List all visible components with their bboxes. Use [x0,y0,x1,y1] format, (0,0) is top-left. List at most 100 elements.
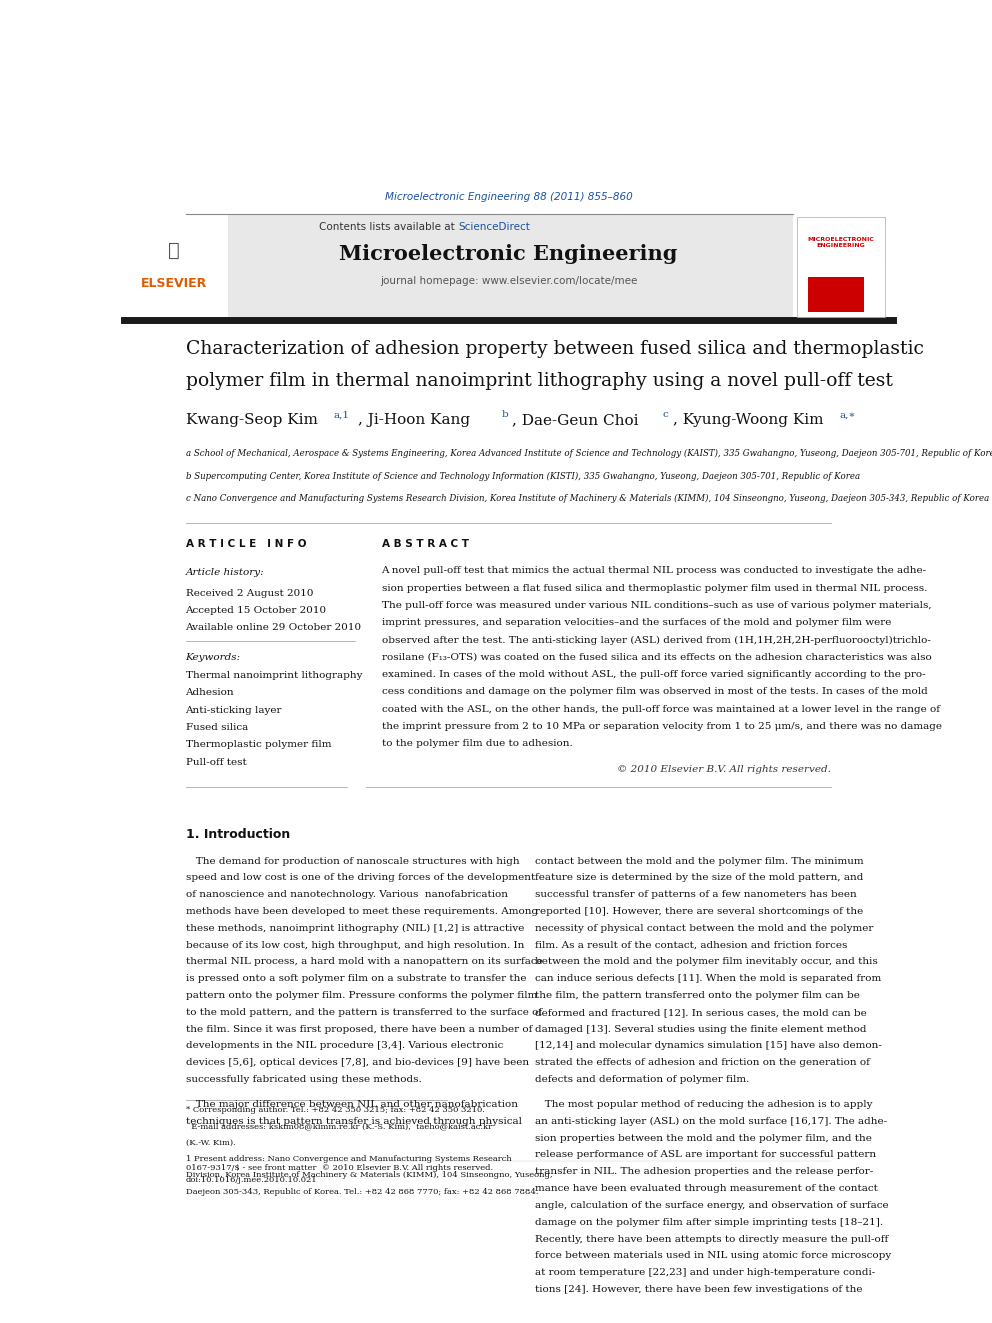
Text: A B S T R A C T: A B S T R A C T [382,538,468,549]
Text: , Ji-Hoon Kang: , Ji-Hoon Kang [358,413,470,427]
Text: strated the effects of adhesion and friction on the generation of: strated the effects of adhesion and fric… [536,1058,870,1068]
Text: Article history:: Article history: [186,569,264,577]
Text: , Dae-Geun Choi: , Dae-Geun Choi [512,413,639,427]
Text: A novel pull-off test that mimics the actual thermal NIL process was conducted t: A novel pull-off test that mimics the ac… [382,566,927,576]
Text: techniques is that pattern transfer is achieved through physical: techniques is that pattern transfer is a… [186,1117,522,1126]
Text: 0167-9317/$ - see front matter  © 2010 Elsevier B.V. All rights reserved.: 0167-9317/$ - see front matter © 2010 El… [186,1164,493,1172]
Text: thermal NIL process, a hard mold with a nanopattern on its surface: thermal NIL process, a hard mold with a … [186,958,543,966]
Text: Accepted 15 October 2010: Accepted 15 October 2010 [186,606,326,615]
Text: a,∗: a,∗ [840,410,856,419]
Text: c: c [663,410,669,419]
Text: Thermoplastic polymer film: Thermoplastic polymer film [186,741,331,749]
Text: a,1: a,1 [334,410,350,419]
Text: 1 Present address: Nano Convergence and Manufacturing Systems Research: 1 Present address: Nano Convergence and … [186,1155,511,1163]
Text: The demand for production of nanoscale structures with high: The demand for production of nanoscale s… [186,856,519,865]
Text: force between materials used in NIL using atomic force microscopy: force between materials used in NIL usin… [536,1252,892,1261]
Text: The pull-off force was measured under various NIL conditions–such as use of vari: The pull-off force was measured under va… [382,601,931,610]
Text: Kwang-Seop Kim: Kwang-Seop Kim [186,413,317,427]
Text: (K.-W. Kim).: (K.-W. Kim). [186,1139,235,1147]
Text: to the polymer film due to adhesion.: to the polymer film due to adhesion. [382,740,572,749]
Text: pattern onto the polymer film. Pressure conforms the polymer film: pattern onto the polymer film. Pressure … [186,991,537,1000]
Text: can induce serious defects [11]. When the mold is separated from: can induce serious defects [11]. When th… [536,974,882,983]
Text: sion properties between the mold and the polymer film, and the: sion properties between the mold and the… [536,1134,872,1143]
Text: Thermal nanoimprint lithography: Thermal nanoimprint lithography [186,671,362,680]
Text: Keywords:: Keywords: [186,652,241,662]
Text: because of its low cost, high throughput, and high resolution. In: because of its low cost, high throughput… [186,941,524,950]
FancyBboxPatch shape [797,217,885,316]
Text: E-mail addresses: kskim08@kimm.re.kr (K.-S. Kim),  taeho@kaist.ac.kr: E-mail addresses: kskim08@kimm.re.kr (K.… [186,1122,492,1130]
Text: at room temperature [22,23] and under high-temperature condi-: at room temperature [22,23] and under hi… [536,1269,876,1277]
Text: 1. Introduction: 1. Introduction [186,828,290,841]
Text: mance have been evaluated through measurement of the contact: mance have been evaluated through measur… [536,1184,878,1193]
Text: The most popular method of reducing the adhesion is to apply: The most popular method of reducing the … [536,1099,873,1109]
Text: A R T I C L E   I N F O: A R T I C L E I N F O [186,538,306,549]
Text: deformed and fractured [12]. In serious cases, the mold can be: deformed and fractured [12]. In serious … [536,1008,867,1017]
Text: Microelectronic Engineering: Microelectronic Engineering [339,243,678,263]
Text: © 2010 Elsevier B.V. All rights reserved.: © 2010 Elsevier B.V. All rights reserved… [617,765,831,774]
Text: devices [5,6], optical devices [7,8], and bio-devices [9] have been: devices [5,6], optical devices [7,8], an… [186,1058,529,1068]
Text: reported [10]. However, there are several shortcomings of the: reported [10]. However, there are severa… [536,908,864,916]
Text: rosilane (F₁₃-OTS) was coated on the fused silica and its effects on the adhesio: rosilane (F₁₃-OTS) was coated on the fus… [382,652,931,662]
Text: the film, the pattern transferred onto the polymer film can be: the film, the pattern transferred onto t… [536,991,860,1000]
Text: sion properties between a flat fused silica and thermoplastic polymer film used : sion properties between a flat fused sil… [382,583,927,593]
FancyBboxPatch shape [808,277,864,312]
Text: between the mold and the polymer film inevitably occur, and this: between the mold and the polymer film in… [536,958,878,966]
Text: b: b [502,410,508,419]
Text: , Kyung-Woong Kim: , Kyung-Woong Kim [673,413,823,427]
Text: polymer film in thermal nanoimprint lithography using a novel pull-off test: polymer film in thermal nanoimprint lith… [186,372,893,390]
Text: damaged [13]. Several studies using the finite element method: damaged [13]. Several studies using the … [536,1025,867,1033]
FancyBboxPatch shape [124,214,228,320]
Text: Available online 29 October 2010: Available online 29 October 2010 [186,623,362,632]
Text: Fused silica: Fused silica [186,724,248,732]
Text: speed and low cost is one of the driving forces of the development: speed and low cost is one of the driving… [186,873,535,882]
Text: [12,14] and molecular dynamics simulation [15] have also demon-: [12,14] and molecular dynamics simulatio… [536,1041,882,1050]
Text: successfully fabricated using these methods.: successfully fabricated using these meth… [186,1076,422,1084]
Text: defects and deformation of polymer film.: defects and deformation of polymer film. [536,1076,750,1084]
Text: b Supercomputing Center, Korea Institute of Science and Technology Information (: b Supercomputing Center, Korea Institute… [186,471,860,480]
Text: an anti-sticking layer (ASL) on the mold surface [16,17]. The adhe-: an anti-sticking layer (ASL) on the mold… [536,1117,888,1126]
Text: of nanoscience and nanotechnology. Various  nanofabrication: of nanoscience and nanotechnology. Vario… [186,890,508,900]
Text: the imprint pressure from 2 to 10 MPa or separation velocity from 1 to 25 μm/s, : the imprint pressure from 2 to 10 MPa or… [382,722,941,732]
Text: Daejeon 305-343, Republic of Korea. Tel.: +82 42 868 7770; fax: +82 42 868 7884.: Daejeon 305-343, Republic of Korea. Tel.… [186,1188,538,1196]
Text: * Corresponding author. Tel.: +82 42 350 3215; fax: +82 42 350 3210.: * Corresponding author. Tel.: +82 42 350… [186,1106,484,1114]
Text: Adhesion: Adhesion [186,688,234,697]
Text: cess conditions and damage on the polymer film was observed in most of the tests: cess conditions and damage on the polyme… [382,688,928,696]
Text: feature size is determined by the size of the mold pattern, and: feature size is determined by the size o… [536,873,864,882]
Text: necessity of physical contact between the mold and the polymer: necessity of physical contact between th… [536,923,874,933]
Text: Anti-sticking layer: Anti-sticking layer [186,705,282,714]
Text: Recently, there have been attempts to directly measure the pull-off: Recently, there have been attempts to di… [536,1234,889,1244]
Text: methods have been developed to meet these requirements. Among: methods have been developed to meet thes… [186,908,538,916]
Text: film. As a result of the contact, adhesion and friction forces: film. As a result of the contact, adhesi… [536,941,848,950]
Text: observed after the test. The anti-sticking layer (ASL) derived from (1H,1H,2H,2H: observed after the test. The anti-sticki… [382,635,930,644]
Text: c Nano Convergence and Manufacturing Systems Research Division, Korea Institute : c Nano Convergence and Manufacturing Sys… [186,493,989,503]
Text: to the mold pattern, and the pattern is transferred to the surface of: to the mold pattern, and the pattern is … [186,1008,542,1017]
Text: successful transfer of patterns of a few nanometers has been: successful transfer of patterns of a few… [536,890,857,900]
Text: ScienceDirect: ScienceDirect [458,222,531,232]
Text: imprint pressures, and separation velocities–and the surfaces of the mold and po: imprint pressures, and separation veloci… [382,618,891,627]
Text: ELSEVIER: ELSEVIER [141,277,207,290]
FancyBboxPatch shape [186,214,793,320]
Text: release performance of ASL are important for successful pattern: release performance of ASL are important… [536,1151,877,1159]
Text: journal homepage: www.elsevier.com/locate/mee: journal homepage: www.elsevier.com/locat… [380,277,637,286]
Text: transfer in NIL. The adhesion properties and the release perfor-: transfer in NIL. The adhesion properties… [536,1167,874,1176]
Text: angle, calculation of the surface energy, and observation of surface: angle, calculation of the surface energy… [536,1201,889,1211]
Text: The major difference between NIL and other nanofabrication: The major difference between NIL and oth… [186,1099,518,1109]
Text: is pressed onto a soft polymer film on a substrate to transfer the: is pressed onto a soft polymer film on a… [186,974,526,983]
Text: doi:10.1016/j.mee.2010.10.021: doi:10.1016/j.mee.2010.10.021 [186,1176,317,1184]
Text: a School of Mechanical, Aerospace & Systems Engineering, Korea Advanced Institut: a School of Mechanical, Aerospace & Syst… [186,448,992,458]
Text: Pull-off test: Pull-off test [186,758,246,767]
Text: Microelectronic Engineering 88 (2011) 855–860: Microelectronic Engineering 88 (2011) 85… [385,192,632,202]
Text: Characterization of adhesion property between fused silica and thermoplastic: Characterization of adhesion property be… [186,340,924,359]
Text: contact between the mold and the polymer film. The minimum: contact between the mold and the polymer… [536,856,864,865]
Text: the film. Since it was first proposed, there have been a number of: the film. Since it was first proposed, t… [186,1025,532,1033]
Text: tions [24]. However, there have been few investigations of the: tions [24]. However, there have been few… [536,1285,863,1294]
Text: these methods, nanoimprint lithography (NIL) [1,2] is attractive: these methods, nanoimprint lithography (… [186,923,524,933]
Text: Division, Korea Institute of Machinery & Materials (KIMM), 104 Sinseongno, Yuseo: Division, Korea Institute of Machinery &… [186,1171,552,1179]
Text: damage on the polymer film after simple imprinting tests [18–21].: damage on the polymer film after simple … [536,1217,884,1226]
Text: MICROELECTRONIC
ENGINEERING: MICROELECTRONIC ENGINEERING [807,237,874,247]
Text: developments in the NIL procedure [3,4]. Various electronic: developments in the NIL procedure [3,4].… [186,1041,503,1050]
Text: coated with the ASL, on the other hands, the pull-off force was maintained at a : coated with the ASL, on the other hands,… [382,705,939,714]
Text: Received 2 August 2010: Received 2 August 2010 [186,589,313,598]
Text: 🌲: 🌲 [168,241,180,259]
Text: Contents lists available at: Contents lists available at [319,222,458,232]
